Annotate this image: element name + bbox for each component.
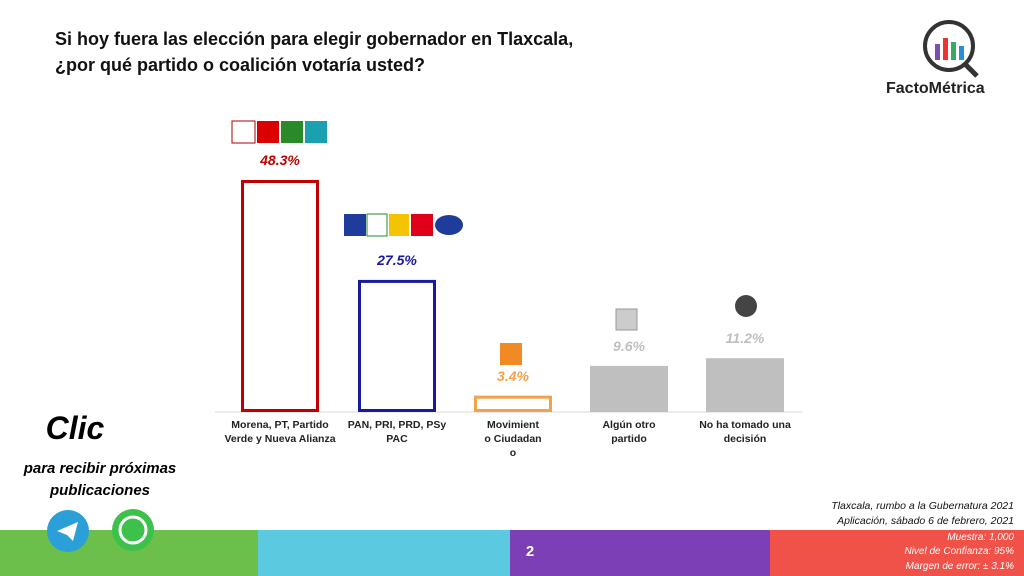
- party-logos: [231, 120, 757, 365]
- cta-title[interactable]: Clic: [45, 410, 105, 446]
- bar: [706, 358, 784, 412]
- stat: Muestra: 1,000: [947, 532, 1014, 543]
- value-label: 3.4%: [497, 367, 529, 384]
- category-label: Algún otro partido: [602, 419, 656, 445]
- band: [510, 530, 770, 576]
- bar: [590, 365, 668, 412]
- value-label: 27.5%: [377, 251, 417, 268]
- bar: [474, 395, 552, 412]
- brand: FactoMétrica: [886, 80, 985, 97]
- category-label: PAN, PRI, PRD, PSy PAC: [347, 419, 447, 445]
- title-line: ¿por qué partido o coalición votaría ust…: [55, 55, 426, 75]
- band: [770, 530, 1024, 576]
- category-label: Morena, PT, Partido Verde y Nueva Alianz…: [224, 419, 336, 445]
- stat: Nivel de Confianza: 95%: [904, 546, 1014, 557]
- bar: [241, 180, 319, 412]
- chart: [215, 120, 802, 413]
- value-label: 9.6%: [613, 337, 645, 354]
- category-label: Movimiento Ciudadano: [484, 419, 542, 459]
- stat: Margen de error: ± 3.1%: [905, 561, 1014, 572]
- band: [258, 530, 510, 576]
- bar: [358, 279, 436, 412]
- title-line: Si hoy fuera las elección para elegir go…: [55, 29, 574, 49]
- page-number: 2: [525, 543, 535, 560]
- value-label: 11.2%: [725, 330, 765, 347]
- cta-text: para recibir próximas publicaciones: [23, 460, 177, 499]
- footer-note: Aplicación, sábado 6 de febrero, 2021: [837, 515, 1014, 527]
- category-label: No ha tomado una decisión: [699, 419, 791, 445]
- title: Si hoy fuera las elección para elegir go…: [55, 26, 573, 78]
- logo-icon: [923, 20, 979, 78]
- value-label: 48.3%: [260, 152, 300, 168]
- social-icons[interactable]: [46, 508, 166, 556]
- footer-note: Tlaxcala, rumbo a la Gubernatura 2021: [831, 500, 1014, 512]
